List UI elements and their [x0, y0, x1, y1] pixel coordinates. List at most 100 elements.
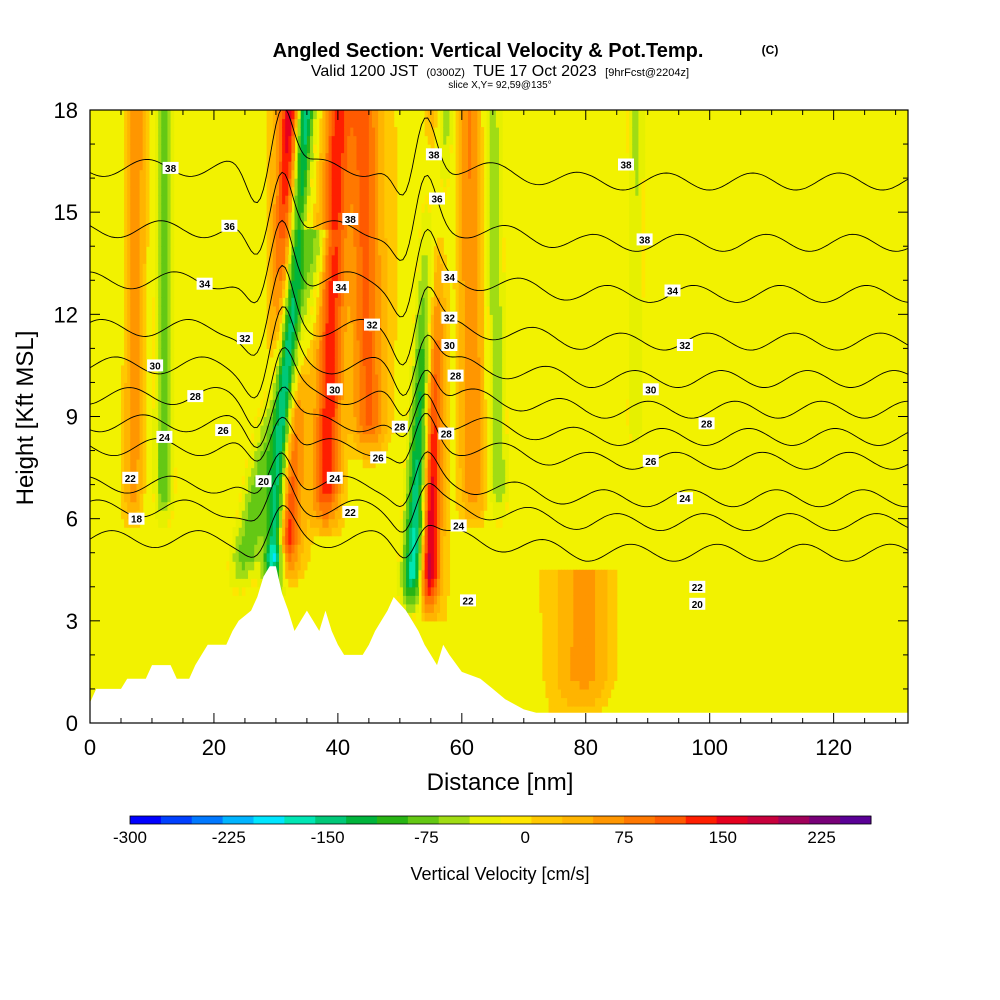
velocity-cell — [120, 510, 125, 520]
velocity-cell — [291, 152, 296, 162]
velocity-cell — [499, 203, 503, 213]
velocity-cell — [344, 459, 348, 469]
velocity-cell — [303, 535, 308, 545]
velocity-cell — [356, 339, 361, 349]
velocity-cell — [489, 356, 494, 367]
velocity-cell — [297, 407, 302, 418]
velocity-cell — [387, 356, 392, 367]
velocity-cell — [337, 110, 342, 120]
velocity-cell — [384, 118, 389, 128]
velocity-cell — [471, 450, 475, 460]
velocity-cell — [613, 663, 618, 673]
velocity-cell — [610, 595, 615, 605]
velocity-cell — [334, 152, 339, 162]
velocity-cell — [297, 220, 302, 230]
velocity-cell — [300, 561, 305, 571]
velocity-cell — [161, 288, 165, 298]
velocity-cell — [446, 178, 451, 188]
velocity-cell — [464, 263, 469, 273]
velocity-cell — [375, 365, 379, 375]
velocity-cell — [133, 237, 138, 247]
velocity-cell — [124, 127, 128, 137]
velocity-cell — [266, 484, 271, 494]
velocity-cell — [319, 127, 323, 137]
velocity-cell — [285, 373, 289, 384]
velocity-cell — [136, 212, 141, 222]
velocity-cell — [421, 416, 426, 426]
velocity-cell — [378, 348, 382, 358]
velocity-cell — [297, 297, 302, 307]
velocity-cell — [344, 152, 348, 162]
velocity-cell — [331, 331, 336, 341]
velocity-cell — [272, 416, 277, 426]
velocity-cell — [489, 322, 494, 332]
velocity-cell — [238, 493, 243, 503]
velocity-cell — [337, 356, 342, 367]
velocity-cell — [337, 442, 342, 452]
contour-label: 26 — [215, 424, 232, 437]
velocity-cell — [334, 246, 339, 256]
velocity-cell — [474, 246, 478, 256]
velocity-cell — [133, 382, 138, 392]
velocity-cell — [331, 510, 336, 520]
velocity-cell — [325, 356, 330, 367]
velocity-cell — [406, 603, 410, 613]
velocity-cell — [139, 365, 144, 375]
velocity-cell — [285, 569, 289, 579]
velocity-cell — [365, 127, 370, 137]
velocity-cell — [142, 203, 147, 213]
x-axis: 0 20 40 60 80 100 120 — [84, 110, 897, 760]
velocity-cell — [446, 118, 451, 128]
velocity-cell — [375, 186, 379, 196]
velocity-cell — [418, 407, 423, 418]
velocity-cell — [415, 288, 420, 298]
velocity-cell — [325, 493, 330, 503]
velocity-cell — [381, 212, 385, 222]
velocity-cell — [235, 544, 240, 554]
velocity-cell — [272, 382, 277, 392]
velocity-cell — [279, 569, 283, 579]
velocity-cell — [254, 527, 258, 537]
velocity-cell — [331, 442, 336, 452]
velocity-cell — [170, 416, 175, 426]
velocity-cell — [495, 476, 500, 486]
velocity-cell — [461, 169, 466, 179]
contour-label: 38 — [162, 161, 179, 175]
velocity-cell — [499, 152, 503, 162]
velocity-cell — [582, 663, 587, 673]
velocity-cell — [480, 161, 485, 171]
velocity-cell — [371, 416, 376, 426]
velocity-cell — [486, 144, 491, 154]
velocity-cell — [446, 382, 451, 392]
velocity-cell — [474, 161, 478, 171]
velocity-cell — [294, 544, 299, 554]
velocity-cell — [340, 110, 345, 120]
velocity-cell — [344, 288, 348, 298]
velocity-cell — [344, 331, 348, 341]
velocity-cell — [158, 297, 162, 307]
velocity-cell — [539, 578, 543, 588]
velocity-cell — [275, 527, 280, 537]
velocity-cell — [499, 118, 503, 128]
velocity-cell — [328, 254, 333, 264]
velocity-cell — [371, 246, 376, 256]
velocity-cell — [334, 390, 339, 401]
velocity-cell — [254, 552, 258, 562]
velocity-cell — [275, 212, 280, 222]
velocity-cell — [167, 203, 172, 213]
velocity-cell — [415, 527, 420, 537]
velocity-cell — [139, 169, 144, 179]
velocity-cell — [365, 288, 370, 298]
velocity-cell — [446, 578, 451, 588]
velocity-cell — [244, 467, 249, 477]
velocity-cell — [492, 356, 497, 367]
velocity-cell — [585, 595, 590, 605]
velocity-cell — [390, 331, 395, 341]
velocity-cell — [468, 510, 472, 520]
velocity-cell — [303, 552, 308, 562]
velocity-cell — [139, 212, 144, 222]
velocity-cell — [477, 237, 482, 247]
velocity-cell — [430, 314, 435, 324]
velocity-cell — [303, 365, 308, 375]
